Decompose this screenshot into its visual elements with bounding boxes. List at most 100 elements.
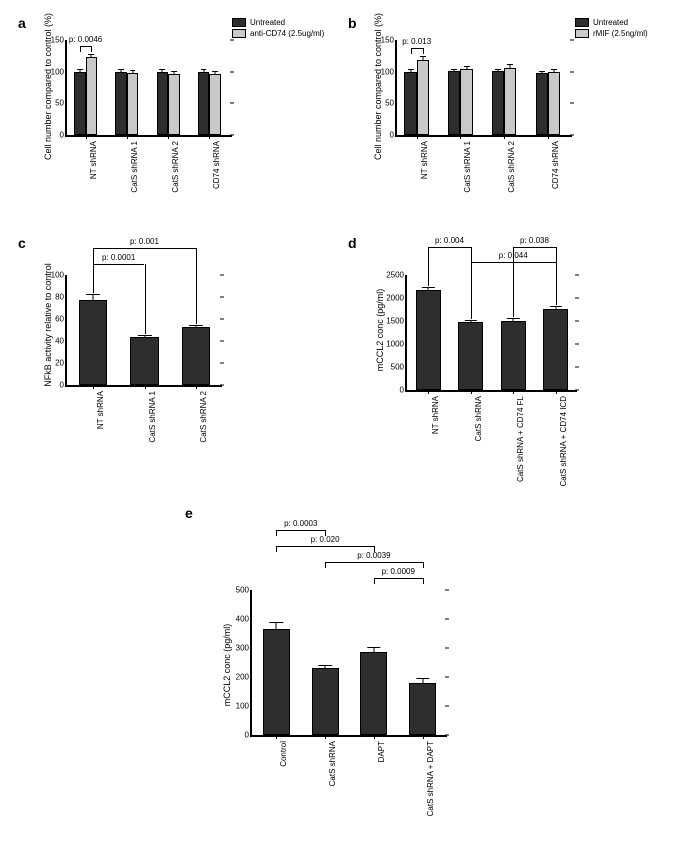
panel-b-label: b xyxy=(348,15,357,31)
sig-text: p: 0.038 xyxy=(520,236,549,245)
x-tick-label: NT shRNA xyxy=(89,141,98,179)
y-tick-label: 400 xyxy=(236,615,252,624)
y-tick-label: 20 xyxy=(55,359,67,368)
y-tick-label: 150 xyxy=(51,36,67,45)
legend-swatch-light xyxy=(232,29,246,38)
bar xyxy=(448,71,460,135)
y-tick-label: 500 xyxy=(236,586,252,595)
panel-e-yaxis: mCCL2 conc (pg/ml) xyxy=(222,605,232,725)
y-tick-label: 40 xyxy=(55,337,67,346)
bar xyxy=(460,69,472,135)
x-tick-label: Control xyxy=(279,741,288,767)
x-tick-label: CatS shRNA + CD74 FL xyxy=(516,396,525,482)
bar xyxy=(74,72,86,135)
legend-swatch-light xyxy=(575,29,589,38)
y-tick-label: 2500 xyxy=(386,271,407,280)
panel-a: a Cell number compared to control (%) Un… xyxy=(20,10,325,210)
sig-text: p: 0.0039 xyxy=(357,551,390,560)
panel-c-plot: 020406080100NT shRNACatS shRNA 1CatS shR… xyxy=(65,275,222,387)
bar xyxy=(458,322,483,390)
sig-text: p: 0.020 xyxy=(311,535,340,544)
y-tick-label: 100 xyxy=(51,271,67,280)
sig-text: p: 0.001 xyxy=(130,237,159,246)
bar xyxy=(543,309,568,390)
y-tick-label: 200 xyxy=(236,673,252,682)
y-tick-label: 150 xyxy=(381,36,397,45)
bar xyxy=(504,68,516,135)
x-tick-label: CD74 shRNA xyxy=(551,141,560,189)
y-tick-label: 1500 xyxy=(386,317,407,326)
panel-b-legend: Untreated rMIF (2.5ng/ml) xyxy=(575,18,648,40)
panel-d: d mCCL2 conc (pg/ml) 0500100015002000250… xyxy=(350,235,655,465)
bar xyxy=(79,300,107,385)
y-tick-label: 100 xyxy=(51,67,67,76)
panel-b: b Cell number compared to control (%) Un… xyxy=(350,10,655,210)
panel-b-plot: 050100150NT shRNACatS shRNA 1CatS shRNA … xyxy=(395,40,572,137)
y-tick-label: 0 xyxy=(60,381,67,390)
bar xyxy=(312,668,339,735)
bar xyxy=(409,683,436,735)
sig-text: p: 0.004 xyxy=(435,236,464,245)
legend-label: rMIF (2.5ng/ml) xyxy=(593,29,648,38)
x-tick-label: CatS shRNA 1 xyxy=(463,141,472,193)
panel-e: e mCCL2 conc (pg/ml) 0100200300400500Con… xyxy=(185,505,515,835)
panel-a-legend: Untreated anti-CD74 (2.5ug/ml) xyxy=(232,18,324,40)
sig-text: p: 0.013 xyxy=(402,37,431,46)
bar xyxy=(416,290,441,390)
x-tick-label: CatS shRNA xyxy=(474,396,483,441)
x-tick-label: NT shRNA xyxy=(431,396,440,434)
legend-label: anti-CD74 (2.5ug/ml) xyxy=(250,29,324,38)
bar xyxy=(548,72,560,135)
sig-text: p: 0.0046 xyxy=(69,35,102,44)
sig-text: p: 0.0003 xyxy=(284,519,317,528)
bar xyxy=(536,73,548,135)
bar xyxy=(209,74,221,135)
panel-c: c NFkB activity relative to control 0204… xyxy=(20,235,325,465)
legend-swatch-dark xyxy=(232,18,246,27)
bar xyxy=(404,72,416,135)
y-tick-label: 500 xyxy=(391,363,407,372)
y-tick-label: 0 xyxy=(245,731,252,740)
bar xyxy=(417,60,429,135)
bar xyxy=(501,321,526,390)
panel-e-plot: 0100200300400500ControlCatS shRNADAPTCat… xyxy=(250,590,447,737)
bar xyxy=(263,629,290,735)
x-tick-label: CatS shRNA 2 xyxy=(171,141,180,193)
x-tick-label: CatS shRNA + DAPT xyxy=(426,741,435,816)
y-tick-label: 60 xyxy=(55,315,67,324)
panel-e-label: e xyxy=(185,505,193,521)
y-tick-label: 100 xyxy=(236,702,252,711)
x-tick-label: CatS shRNA + CD74 ICD xyxy=(559,396,568,486)
legend-label: Untreated xyxy=(250,18,285,27)
x-tick-label: DAPT xyxy=(377,741,386,762)
y-tick-label: 300 xyxy=(236,644,252,653)
y-tick-label: 2000 xyxy=(386,294,407,303)
bar xyxy=(492,71,504,135)
legend-swatch-dark xyxy=(575,18,589,27)
bar xyxy=(115,72,127,135)
bar xyxy=(130,337,158,385)
y-tick-label: 50 xyxy=(55,99,67,108)
y-tick-label: 1000 xyxy=(386,340,407,349)
x-tick-label: CatS shRNA 2 xyxy=(199,391,208,443)
sig-text: p: 0.0009 xyxy=(382,567,415,576)
panel-d-label: d xyxy=(348,235,357,251)
y-tick-label: 80 xyxy=(55,293,67,302)
bar xyxy=(157,72,169,135)
panel-d-yaxis: mCCL2 conc (pg/ml) xyxy=(375,275,385,385)
sig-text: p: 0.0001 xyxy=(102,253,135,262)
panel-d-plot: 05001000150020002500NT shRNACatS shRNACa… xyxy=(405,275,577,392)
x-tick-label: CatS shRNA 1 xyxy=(148,391,157,443)
bar xyxy=(127,73,139,135)
x-tick-label: NT shRNA xyxy=(420,141,429,179)
y-tick-label: 50 xyxy=(385,99,397,108)
bar xyxy=(86,57,98,135)
legend-label: Untreated xyxy=(593,18,628,27)
panel-c-label: c xyxy=(18,235,26,251)
panel-a-label: a xyxy=(18,15,26,31)
x-tick-label: CD74 shRNA xyxy=(212,141,221,189)
bar xyxy=(198,72,210,135)
y-tick-label: 0 xyxy=(60,131,67,140)
x-tick-label: NT shRNA xyxy=(96,391,105,429)
y-tick-label: 0 xyxy=(390,131,397,140)
